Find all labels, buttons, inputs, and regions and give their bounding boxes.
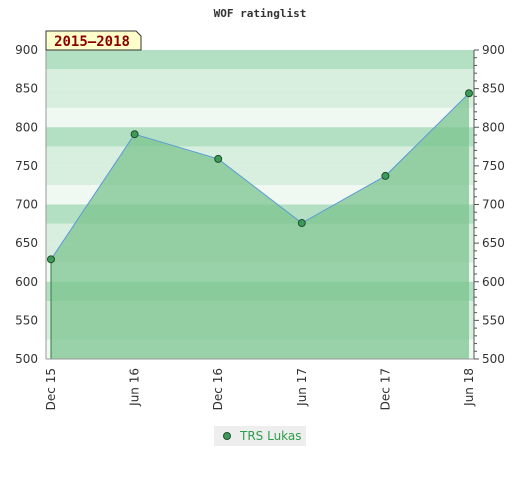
y-tick-label-left: 550 bbox=[15, 313, 38, 327]
legend-series-label: TRS Lukas bbox=[239, 429, 302, 443]
grid-band bbox=[46, 127, 474, 147]
period-label: 2015–2018 bbox=[54, 34, 130, 50]
chart-title: WOF ratinglist bbox=[214, 7, 307, 20]
x-tick-label: Dec 17 bbox=[378, 368, 392, 410]
y-ticks-right: 500 550 600 650 700 750 800 850 900 bbox=[474, 43, 505, 366]
y-tick-label-right: 650 bbox=[482, 236, 505, 250]
x-tick-label: Dec 15 bbox=[44, 368, 58, 410]
data-point[interactable] bbox=[297, 219, 306, 228]
y-tick-label-left: 800 bbox=[15, 120, 38, 134]
x-tick-label: Jun 18 bbox=[462, 368, 476, 407]
grid-band bbox=[46, 69, 474, 89]
data-point[interactable] bbox=[214, 154, 223, 163]
x-ticks: Dec 15 Jun 16 Dec 16 Jun 17 Dec 17 Jun 18 bbox=[44, 368, 476, 410]
data-point[interactable] bbox=[130, 130, 139, 139]
y-tick-label-left: 750 bbox=[15, 159, 38, 173]
series-area bbox=[51, 93, 469, 359]
grid-band bbox=[46, 88, 474, 108]
series-line bbox=[50, 92, 470, 260]
y-tick-label-left: 650 bbox=[15, 236, 38, 250]
y-ticks-left: 500 550 600 650 700 750 800 850 900 bbox=[15, 43, 38, 366]
y-tick-label-right: 800 bbox=[482, 120, 505, 134]
data-points bbox=[47, 89, 473, 264]
y-tick-label-left: 500 bbox=[15, 352, 38, 366]
y-tick-label-left: 850 bbox=[15, 82, 38, 96]
y-tick-label-right: 750 bbox=[482, 159, 505, 173]
data-point[interactable] bbox=[47, 255, 55, 264]
y-tick-label-left: 700 bbox=[15, 198, 38, 212]
area-layer bbox=[50, 92, 470, 359]
y-tick-label-right: 700 bbox=[482, 198, 505, 212]
period-badge-box bbox=[45, 30, 142, 51]
data-point[interactable] bbox=[381, 171, 390, 180]
data-point[interactable] bbox=[465, 89, 473, 98]
y-tick-label-right: 500 bbox=[482, 352, 505, 366]
y-tick-label-right: 900 bbox=[482, 43, 505, 57]
y-tick-label-right: 550 bbox=[482, 313, 505, 327]
x-tick-label: Dec 16 bbox=[211, 368, 225, 410]
legend[interactable]: TRS Lukas bbox=[214, 426, 306, 446]
x-tick-label: Jun 17 bbox=[295, 368, 309, 407]
period-badge: 2015–2018 bbox=[45, 30, 142, 51]
y-tick-label-left: 600 bbox=[15, 275, 38, 289]
grid-band bbox=[46, 107, 474, 128]
legend-marker bbox=[223, 432, 231, 440]
y-tick-label-right: 600 bbox=[482, 275, 505, 289]
x-tick-label: Jun 16 bbox=[128, 368, 142, 407]
legend-box bbox=[214, 426, 306, 446]
y-tick-label-left: 900 bbox=[15, 43, 38, 57]
y-tick-label-right: 850 bbox=[482, 82, 505, 96]
grid-band bbox=[46, 50, 474, 70]
